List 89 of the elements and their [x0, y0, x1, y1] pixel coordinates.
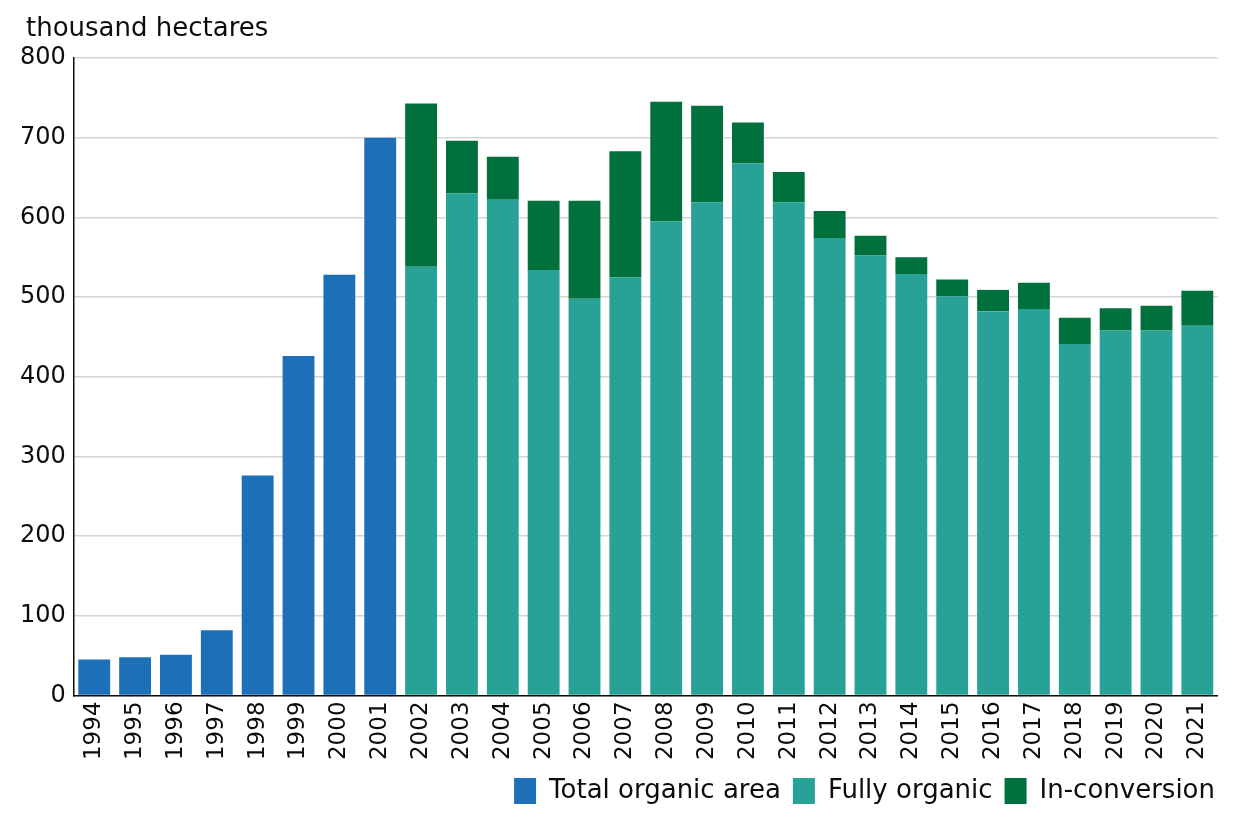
x-tick-label: 2015 — [937, 701, 964, 761]
bar — [1099, 330, 1132, 695]
bar — [854, 255, 887, 695]
bar — [568, 200, 601, 299]
bar — [895, 273, 928, 695]
x-tick-label: 1997 — [201, 701, 228, 761]
bar — [650, 221, 683, 695]
x-tick-label: 2010 — [732, 701, 759, 761]
bar — [446, 140, 478, 194]
x-tick-label: 2007 — [610, 701, 637, 761]
bar — [405, 266, 438, 695]
bar — [1058, 317, 1091, 345]
bar — [1017, 309, 1050, 695]
bar — [731, 163, 764, 695]
bar — [160, 654, 192, 695]
bar — [813, 238, 846, 695]
bar — [691, 202, 723, 695]
bar — [1181, 290, 1214, 326]
x-tick-label: 1994 — [79, 701, 106, 761]
legend-label: Fully organic — [827, 773, 993, 804]
x-tick-label: 2002 — [406, 701, 433, 761]
y-tick-label: 800 — [20, 42, 66, 71]
bar — [568, 298, 601, 695]
bar — [731, 122, 764, 164]
bar — [200, 630, 233, 695]
x-tick-label: 2021 — [1182, 701, 1209, 761]
bar — [854, 235, 887, 256]
bar — [772, 171, 805, 203]
x-tick-label: 2020 — [1141, 701, 1168, 761]
bar — [1017, 282, 1050, 309]
bar — [609, 277, 642, 695]
y-tick-label: 300 — [20, 440, 66, 469]
bar — [486, 199, 519, 695]
x-tick-label: 2014 — [896, 701, 923, 761]
bar — [936, 296, 969, 695]
x-tick-label: 1998 — [242, 701, 269, 761]
bar — [1058, 344, 1091, 695]
legend-label: Total organic area — [548, 773, 781, 804]
x-tick-label: 2000 — [324, 701, 351, 761]
bar — [977, 311, 1009, 695]
bar — [119, 657, 152, 695]
bar — [895, 257, 928, 274]
bar — [1181, 325, 1214, 695]
bar — [691, 105, 723, 203]
bar — [78, 659, 111, 695]
bar — [241, 475, 274, 695]
x-tick-label: 2013 — [855, 701, 882, 761]
bar — [1140, 305, 1173, 331]
y-tick-label: 500 — [20, 281, 66, 310]
y-tick-label: 700 — [20, 121, 66, 150]
x-tick-label: 1995 — [120, 701, 147, 761]
bar — [446, 193, 478, 695]
bar — [650, 101, 683, 222]
bar — [772, 202, 805, 695]
bar — [486, 156, 519, 200]
x-tick-label: 2018 — [1059, 701, 1086, 761]
bar — [1099, 308, 1132, 331]
bar — [405, 103, 438, 267]
bar — [813, 210, 846, 239]
x-tick-label: 2009 — [692, 701, 719, 761]
bar — [977, 289, 1009, 312]
bar — [323, 274, 356, 695]
bar — [364, 137, 397, 695]
y-tick-label: 0 — [50, 679, 66, 708]
x-tick-label: 1999 — [283, 701, 310, 761]
bar — [282, 356, 315, 695]
x-tick-label: 1996 — [160, 701, 187, 761]
x-tick-label: 2003 — [446, 701, 473, 761]
x-tick-label: 2016 — [978, 701, 1005, 761]
y-tick-label: 600 — [20, 201, 66, 230]
y-axis-title: thousand hectares — [26, 11, 269, 42]
bar — [527, 200, 560, 270]
x-tick-label: 2011 — [773, 701, 800, 761]
x-tick-label: 2005 — [528, 701, 555, 761]
bar — [609, 151, 642, 278]
x-tick-label: 2019 — [1100, 701, 1127, 761]
y-tick-label: 100 — [20, 600, 66, 629]
y-tick-label: 200 — [20, 520, 66, 549]
x-tick-label: 2012 — [814, 701, 841, 761]
bar — [936, 279, 969, 297]
legend-label: In-conversion — [1039, 773, 1215, 804]
x-tick-label: 2001 — [365, 701, 392, 761]
y-tick-label: 400 — [20, 360, 66, 389]
bar — [527, 269, 560, 695]
x-tick-label: 2008 — [651, 701, 678, 761]
x-tick-label: 2017 — [1018, 701, 1045, 761]
bar — [1140, 330, 1173, 695]
x-tick-label: 2004 — [487, 701, 514, 761]
x-tick-label: 2006 — [569, 701, 596, 761]
